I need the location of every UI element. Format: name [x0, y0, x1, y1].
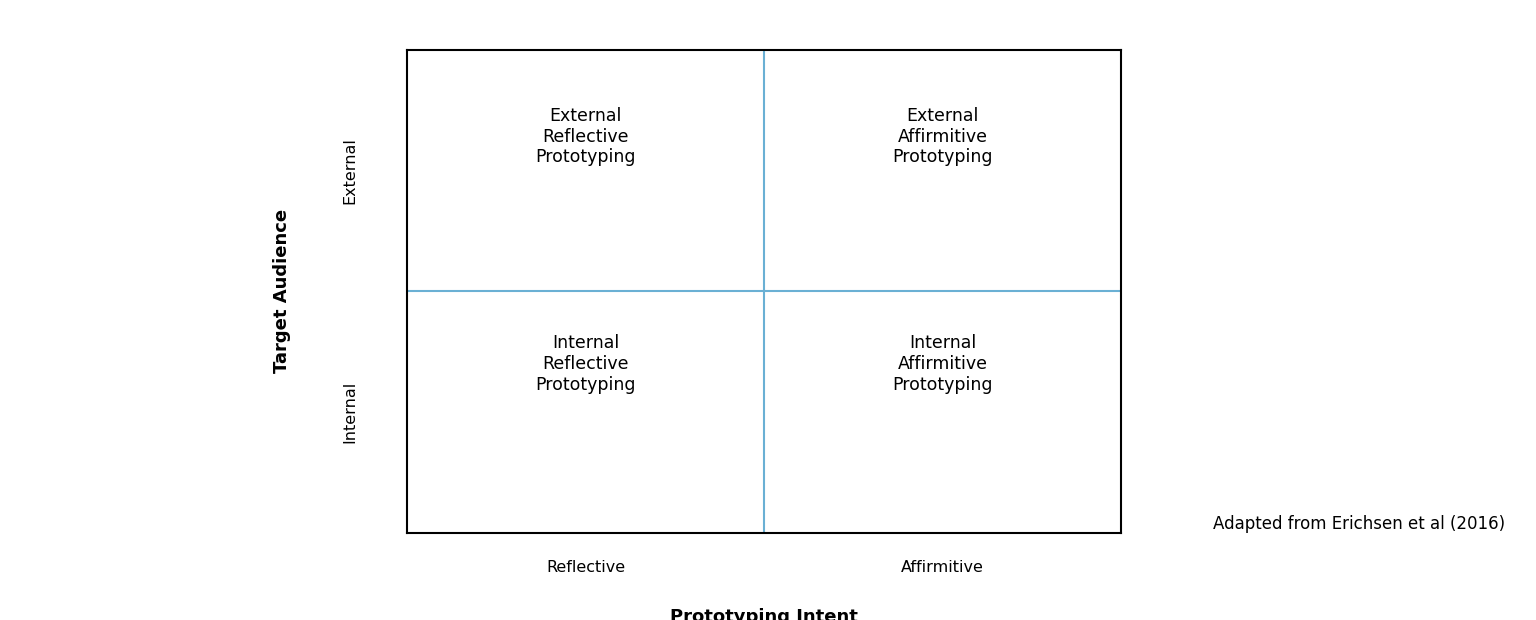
Text: Internal: Internal [343, 381, 356, 443]
Text: Reflective: Reflective [545, 560, 625, 575]
Text: Adapted from Erichsen et al (2016): Adapted from Erichsen et al (2016) [1213, 515, 1505, 533]
Text: External: External [343, 137, 356, 204]
Text: External
Affirmitive
Prototyping: External Affirmitive Prototyping [892, 107, 992, 166]
Text: Internal
Affirmitive
Prototyping: Internal Affirmitive Prototyping [892, 334, 992, 394]
Text: Target Audience: Target Audience [273, 210, 290, 373]
Text: Affirmitive: Affirmitive [902, 560, 985, 575]
Text: Internal
Reflective
Prototyping: Internal Reflective Prototyping [536, 334, 636, 394]
Text: External
Reflective
Prototyping: External Reflective Prototyping [536, 107, 636, 166]
Text: Prototyping Intent: Prototyping Intent [670, 608, 859, 620]
